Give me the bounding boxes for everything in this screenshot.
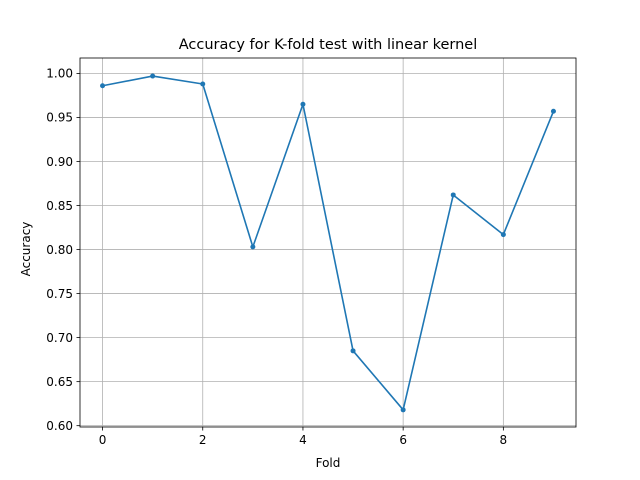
grid: [80, 58, 576, 427]
data-point: [400, 407, 406, 413]
x-tick-label: 6: [399, 433, 407, 447]
chart-title: Accuracy for K-fold test with linear ker…: [179, 37, 478, 53]
y-tick-label: 0.85: [46, 199, 73, 213]
series-layer: [100, 73, 556, 413]
y-tick-label: 1.00: [46, 67, 73, 81]
y-tick-label: 0.95: [46, 111, 73, 125]
data-point: [200, 81, 206, 87]
y-tick-label: 0.80: [46, 243, 73, 257]
series-line: [102, 75, 555, 411]
x-tick-label: 4: [299, 433, 307, 447]
x-axis-label: Fold: [316, 456, 341, 470]
data-point: [150, 73, 156, 79]
plot-frame: [79, 57, 577, 428]
y-axis-label: Accuracy: [19, 222, 33, 277]
data-point: [250, 244, 256, 250]
y-tick-label: 0.90: [46, 155, 73, 169]
y-tick-label: 0.70: [46, 331, 73, 345]
x-tick-label: 2: [199, 433, 207, 447]
data-point: [500, 232, 506, 238]
data-point: [450, 192, 456, 198]
y-tick-label: 0.65: [46, 375, 73, 389]
y-tick-label: 0.60: [46, 419, 73, 433]
ticks: 0 2 4 6 8 0.60 0.65 0.70 0.75 0.80 0.85 0.90 0.95 1.0…: [46, 67, 507, 447]
y-tick-label: 0.75: [46, 287, 73, 301]
x-tick-label: 0: [99, 433, 107, 447]
data-point: [300, 101, 306, 107]
data-point: [550, 108, 556, 114]
data-point: [350, 348, 356, 354]
data-point: [100, 83, 106, 89]
x-tick-label: 8: [500, 433, 508, 447]
